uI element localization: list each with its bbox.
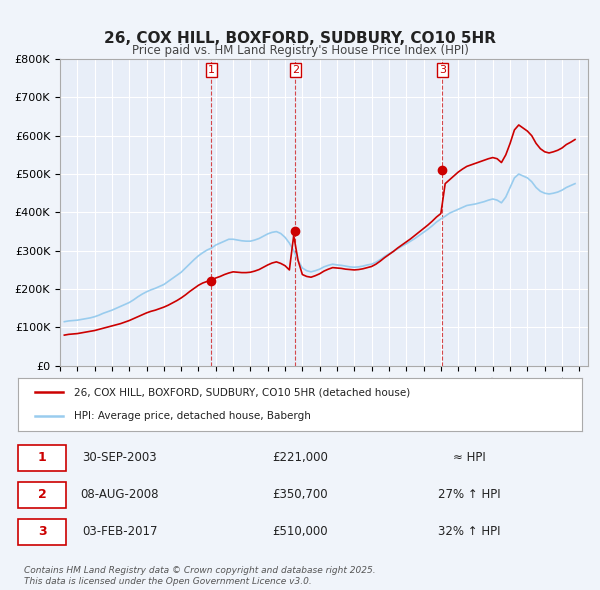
Text: 27% ↑ HPI: 27% ↑ HPI bbox=[438, 488, 500, 501]
Text: 1: 1 bbox=[38, 451, 47, 464]
Text: Price paid vs. HM Land Registry's House Price Index (HPI): Price paid vs. HM Land Registry's House … bbox=[131, 44, 469, 57]
Text: HPI: Average price, detached house, Babergh: HPI: Average price, detached house, Babe… bbox=[74, 411, 311, 421]
Text: 26, COX HILL, BOXFORD, SUDBURY, CO10 5HR: 26, COX HILL, BOXFORD, SUDBURY, CO10 5HR bbox=[104, 31, 496, 46]
Text: 03-FEB-2017: 03-FEB-2017 bbox=[82, 525, 157, 538]
Text: 30-SEP-2003: 30-SEP-2003 bbox=[82, 451, 157, 464]
Text: £221,000: £221,000 bbox=[272, 451, 328, 464]
Text: 3: 3 bbox=[38, 525, 47, 538]
Text: 1: 1 bbox=[208, 65, 215, 75]
Text: 3: 3 bbox=[439, 65, 446, 75]
Text: £350,700: £350,700 bbox=[272, 488, 328, 501]
Text: £510,000: £510,000 bbox=[272, 525, 328, 538]
FancyBboxPatch shape bbox=[18, 445, 66, 471]
Text: 32% ↑ HPI: 32% ↑ HPI bbox=[438, 525, 500, 538]
FancyBboxPatch shape bbox=[18, 482, 66, 509]
Text: 2: 2 bbox=[38, 488, 47, 501]
Text: 08-AUG-2008: 08-AUG-2008 bbox=[80, 488, 159, 501]
Text: 26, COX HILL, BOXFORD, SUDBURY, CO10 5HR (detached house): 26, COX HILL, BOXFORD, SUDBURY, CO10 5HR… bbox=[74, 388, 410, 398]
Text: 2: 2 bbox=[292, 65, 299, 75]
Text: Contains HM Land Registry data © Crown copyright and database right 2025.
This d: Contains HM Land Registry data © Crown c… bbox=[24, 566, 376, 586]
FancyBboxPatch shape bbox=[18, 519, 66, 545]
Text: ≈ HPI: ≈ HPI bbox=[453, 451, 485, 464]
